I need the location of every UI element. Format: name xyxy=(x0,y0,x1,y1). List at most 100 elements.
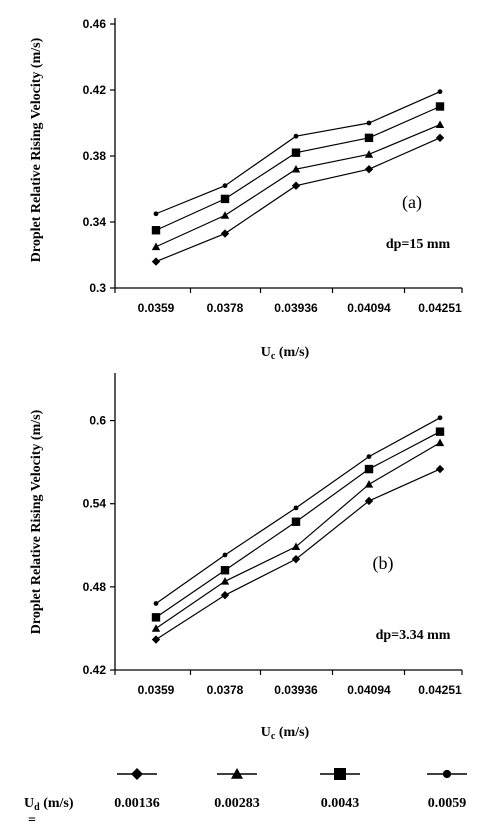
chart-b-data-point xyxy=(364,464,374,474)
chart-a-data-point xyxy=(437,89,443,95)
chart-a-annotation: dp=15 mm xyxy=(386,237,451,252)
chart-b-ytick-label: 0.42 xyxy=(83,663,107,677)
chart-a-series-0.00136 xyxy=(151,133,445,266)
chart-b-xtick-label: 0.03936 xyxy=(274,683,318,697)
legend-marker xyxy=(231,768,243,779)
chart-a-data-point xyxy=(151,257,161,266)
chart-b-xtick-label: 0.0359 xyxy=(138,683,175,697)
chart-a-xtick-label: 0.04251 xyxy=(418,301,462,315)
chart-a-xtick-label: 0.04094 xyxy=(347,301,391,315)
chart-a-xtick-label: 0.0359 xyxy=(138,301,175,315)
legend-item-0.0059: 0.0059 xyxy=(427,769,467,811)
legend: Ud (m/s) = 0.00136 0.00283 0.0043 0.0059 xyxy=(24,768,467,828)
chart-a-data-point xyxy=(291,181,301,190)
chart-b-data-point xyxy=(435,438,445,447)
chart-b-data-point xyxy=(364,496,374,506)
chart-a-ytick-label: 0.3 xyxy=(89,281,106,295)
chart-a-ytick-label: 0.38 xyxy=(83,149,107,163)
chart-b-xtick-label: 0.0378 xyxy=(207,683,244,697)
chart-b-data-point xyxy=(291,554,301,564)
chart-b-data-point xyxy=(220,577,230,585)
legend-marker xyxy=(442,769,452,779)
chart-b-data-point xyxy=(151,635,161,644)
legend-item-0.0043: 0.0043 xyxy=(320,768,360,811)
chart-a-data-point xyxy=(366,120,372,126)
chart-a-data-point xyxy=(435,133,445,143)
chart-a-data-point xyxy=(220,194,230,204)
chart-b-annotation: dp=3.34 mm xyxy=(376,628,451,643)
chart-b: Droplet Relative Rising Velocity (m/s) U… xyxy=(29,373,463,742)
chart-a-data-point xyxy=(435,120,445,129)
chart-b-series-0.00283 xyxy=(151,438,445,632)
chart-b-series-0.0059 xyxy=(153,415,443,606)
legend-label: 0.00136 xyxy=(114,796,160,811)
chart-b-xtick-label: 0.04251 xyxy=(418,683,462,697)
chart-a-data-point xyxy=(291,165,301,173)
chart-a-series-0.0043 xyxy=(151,102,445,235)
chart-b-data-point xyxy=(220,590,230,600)
chart-b-data-point xyxy=(291,542,301,551)
legend-title: Ud (m/s) xyxy=(24,796,74,813)
chart-a-ytick-label: 0.42 xyxy=(83,83,107,97)
chart-b-axes: 0.42 0.48 0.54 0.6 0.0359 0.0378 0.03936 0.0409… xyxy=(83,373,463,697)
chart-b-data-point xyxy=(437,415,443,421)
chart-a-ylabel-text: Droplet Relative Rising Velocity (m/s) xyxy=(29,37,44,262)
chart-b-data-point xyxy=(366,454,372,459)
chart-b-ytick-label: 0.54 xyxy=(83,497,107,511)
chart-a-axes: 0.3 0.34 0.38 0.42 0.46 0.0359 0.0378 0.03936 0.… xyxy=(83,17,463,315)
chart-b-data-point xyxy=(220,566,230,575)
chart-a-data-point xyxy=(293,133,299,139)
legend-marker xyxy=(334,768,346,780)
chart-b-data-point xyxy=(151,613,161,622)
legend-marker xyxy=(131,768,143,780)
chart-b-data-point xyxy=(291,517,301,526)
chart-a-data-point xyxy=(220,229,230,238)
chart-a-ytick-label: 0.34 xyxy=(83,215,107,229)
chart-a-xtick-label: 0.03936 xyxy=(274,301,318,315)
legend-item-0.00283: 0.00283 xyxy=(214,768,260,811)
chart-a-data-point xyxy=(364,133,374,143)
chart-a-series-0.00283 xyxy=(151,120,445,251)
chart-a-data-point xyxy=(222,183,228,189)
chart-a-xtick-label: 0.0378 xyxy=(207,301,244,315)
chart-a-data-point xyxy=(153,211,159,217)
chart-b-ytick-label: 0.48 xyxy=(83,580,107,594)
chart-a-data-point xyxy=(364,150,374,158)
chart-b-ylabel: Droplet Relative Rising Velocity (m/s) xyxy=(29,409,44,634)
chart-b-series-line xyxy=(155,417,441,604)
chart-b-data-point xyxy=(153,601,159,606)
chart-a-data-point xyxy=(435,102,445,111)
chart-a: Droplet Relative Rising Velocity (m/s) U… xyxy=(29,17,463,362)
chart-b-series-line xyxy=(155,442,441,629)
chart-a-data-point xyxy=(151,226,161,235)
chart-b-data-point xyxy=(435,427,445,436)
chart-a-series-0.0059 xyxy=(153,89,443,217)
chart-a-data-point xyxy=(220,211,230,219)
chart-a-data-point xyxy=(151,242,161,251)
chart-a-ylabel: Droplet Relative Rising Velocity (m/s) xyxy=(29,37,44,262)
chart-b-series-line xyxy=(155,468,441,641)
chart-b-data-point xyxy=(293,505,299,511)
chart-b-data-point xyxy=(435,464,445,474)
chart-a-data-point xyxy=(291,148,301,157)
legend-item-0.00136: 0.00136 xyxy=(114,768,160,811)
chart-b-series-0.00136 xyxy=(151,464,445,644)
chart-b-data-point xyxy=(222,552,228,558)
chart-b-xtick-label: 0.04094 xyxy=(347,683,391,697)
chart-b-panel-label: (b) xyxy=(373,553,394,574)
chart-a-xlabel: Uc (m/s) xyxy=(261,345,310,362)
chart-b-ylabel-text: Droplet Relative Rising Velocity (m/s) xyxy=(29,409,44,634)
chart-a-data-point xyxy=(364,165,374,174)
chart-b-ytick-label: 0.6 xyxy=(89,414,106,428)
chart-b-data-point xyxy=(151,624,161,632)
chart-b-series-0.0043 xyxy=(151,427,445,622)
legend-title-mark: = xyxy=(28,813,36,828)
chart-a-panel-label: (a) xyxy=(402,192,422,213)
legend-label: 0.0043 xyxy=(321,796,360,811)
legend-label: 0.0059 xyxy=(428,796,467,811)
legend-label: 0.00283 xyxy=(214,796,260,811)
chart-b-xlabel: Uc (m/s) xyxy=(261,725,310,742)
chart-a-ytick-label: 0.46 xyxy=(83,17,107,31)
chart-b-data-point xyxy=(364,480,374,488)
